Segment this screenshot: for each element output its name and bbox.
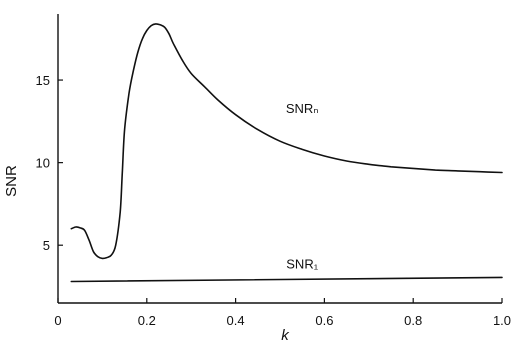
x-axis-ticks: 0 0.2 0.4 0.6 0.8 1.0 [54, 298, 511, 328]
series-curves [70, 23, 503, 283]
y-tick-label: 15 [36, 73, 50, 88]
x-tick-label: 0.2 [138, 313, 156, 328]
y-tick-label: 5 [43, 238, 50, 253]
series-label-1: SNR₁ [286, 256, 318, 271]
series-label-0: SNRₙ [286, 101, 319, 116]
x-tick-label: 0.8 [404, 313, 422, 328]
x-tick-label: 0.4 [227, 313, 245, 328]
x-tick-label: 0 [54, 313, 61, 328]
series-line-0 [70, 23, 503, 260]
plot-frame [57, 14, 502, 304]
series-line-1 [70, 276, 503, 283]
y-axis-label: SNR [3, 165, 20, 197]
y-axis-ticks: 5 10 15 [36, 73, 63, 253]
x-axis-label: k [281, 327, 290, 344]
y-tick-label: 10 [36, 156, 50, 171]
series-labels: SNRₙ SNR₁ [286, 101, 319, 271]
x-tick-label: 0.6 [315, 313, 333, 328]
x-tick-label: 1.0 [493, 313, 511, 328]
